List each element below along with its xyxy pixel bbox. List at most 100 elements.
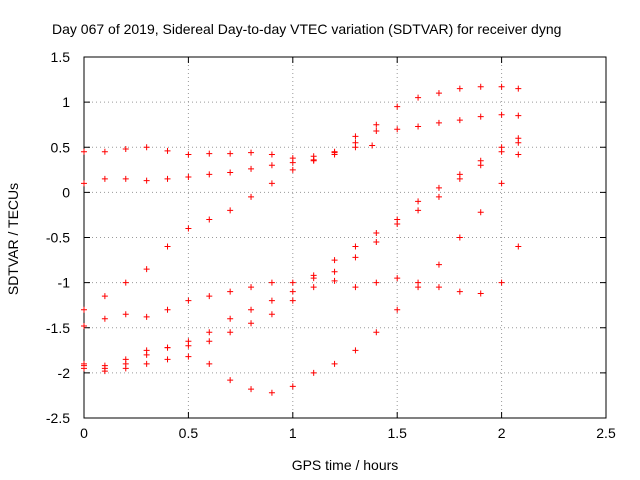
data-point bbox=[122, 146, 129, 153]
data-point bbox=[373, 239, 380, 246]
data-point bbox=[415, 207, 422, 214]
y-tick-label: 0 bbox=[62, 184, 70, 200]
y-tick-label: -1 bbox=[58, 275, 71, 291]
data-point bbox=[289, 297, 296, 304]
data-point bbox=[185, 297, 192, 304]
data-point bbox=[227, 288, 234, 295]
y-tick-label: -2.5 bbox=[46, 410, 70, 426]
data-point bbox=[185, 151, 192, 158]
data-point bbox=[248, 149, 255, 156]
data-point bbox=[415, 284, 422, 291]
data-point bbox=[435, 184, 442, 191]
data-point bbox=[81, 322, 87, 329]
data-point bbox=[143, 347, 150, 354]
data-point bbox=[394, 103, 401, 110]
x-tick-label: 1 bbox=[289, 425, 297, 441]
data-point bbox=[206, 338, 213, 345]
data-point bbox=[268, 279, 275, 286]
y-tick-label: 1 bbox=[62, 94, 70, 110]
data-point bbox=[122, 279, 129, 286]
data-point bbox=[206, 360, 213, 367]
data-point bbox=[435, 119, 442, 126]
data-point bbox=[101, 315, 108, 322]
data-point bbox=[435, 90, 442, 97]
chart-title: Day 067 of 2019, Sidereal Day-to-day VTE… bbox=[52, 21, 561, 37]
y-tick-label: 0.5 bbox=[51, 139, 71, 155]
data-point bbox=[268, 151, 275, 158]
data-point bbox=[352, 243, 359, 250]
data-point bbox=[206, 293, 213, 300]
data-point bbox=[477, 209, 484, 216]
y-tick-label: -2 bbox=[58, 365, 71, 381]
y-axis-label: SDTVAR / TECUs bbox=[5, 183, 21, 295]
data-point bbox=[81, 306, 87, 313]
data-point bbox=[289, 288, 296, 295]
data-point bbox=[331, 268, 338, 275]
data-point bbox=[101, 175, 108, 182]
data-point bbox=[310, 157, 317, 164]
data-point bbox=[515, 139, 522, 146]
data-point bbox=[477, 83, 484, 90]
data-point bbox=[143, 360, 150, 367]
data-point bbox=[206, 329, 213, 336]
data-point bbox=[477, 290, 484, 297]
x-tick-label: 1.5 bbox=[387, 425, 407, 441]
data-point bbox=[122, 311, 129, 318]
data-point bbox=[248, 320, 255, 327]
x-tick-label: 2 bbox=[498, 425, 506, 441]
data-point bbox=[456, 85, 463, 92]
y-tick-label: -0.5 bbox=[46, 230, 70, 246]
data-point bbox=[456, 234, 463, 241]
data-point bbox=[373, 121, 380, 128]
data-point bbox=[331, 277, 338, 284]
data-point bbox=[81, 180, 87, 187]
series-track-4 bbox=[81, 243, 522, 329]
series-track-7 bbox=[81, 151, 522, 396]
data-point bbox=[248, 165, 255, 172]
data-point bbox=[268, 162, 275, 169]
data-point bbox=[122, 365, 129, 372]
data-point bbox=[248, 284, 255, 291]
data-point bbox=[498, 83, 505, 90]
data-point bbox=[248, 306, 255, 313]
data-point bbox=[185, 174, 192, 181]
data-point bbox=[498, 148, 505, 155]
data-point bbox=[227, 150, 234, 157]
x-axis-label: GPS time / hours bbox=[292, 457, 399, 473]
data-point bbox=[164, 356, 171, 363]
series-track-6 bbox=[81, 139, 522, 372]
data-point bbox=[331, 360, 338, 367]
data-point bbox=[352, 139, 359, 146]
data-point bbox=[164, 147, 171, 154]
data-point bbox=[373, 279, 380, 286]
data-point bbox=[206, 216, 213, 223]
data-point bbox=[227, 377, 234, 384]
data-point bbox=[143, 144, 150, 151]
x-tick-label: 0.5 bbox=[179, 425, 199, 441]
data-point bbox=[289, 383, 296, 390]
data-point bbox=[515, 151, 522, 158]
data-point bbox=[268, 180, 275, 187]
data-point bbox=[310, 272, 317, 279]
data-point bbox=[310, 369, 317, 376]
data-point bbox=[352, 254, 359, 261]
data-point bbox=[143, 177, 150, 184]
data-point bbox=[143, 313, 150, 320]
data-point bbox=[456, 175, 463, 182]
data-point bbox=[248, 386, 255, 393]
data-marks bbox=[81, 83, 522, 396]
data-point bbox=[435, 284, 442, 291]
data-point bbox=[394, 220, 401, 227]
data-point bbox=[101, 293, 108, 300]
data-point bbox=[310, 284, 317, 291]
data-point bbox=[185, 225, 192, 232]
data-point bbox=[101, 368, 108, 375]
y-tick-label: 1.5 bbox=[51, 49, 71, 65]
data-point bbox=[268, 311, 275, 318]
data-point bbox=[369, 142, 376, 149]
data-point bbox=[477, 113, 484, 120]
data-point bbox=[331, 148, 338, 155]
data-point bbox=[352, 284, 359, 291]
data-point bbox=[515, 112, 522, 119]
